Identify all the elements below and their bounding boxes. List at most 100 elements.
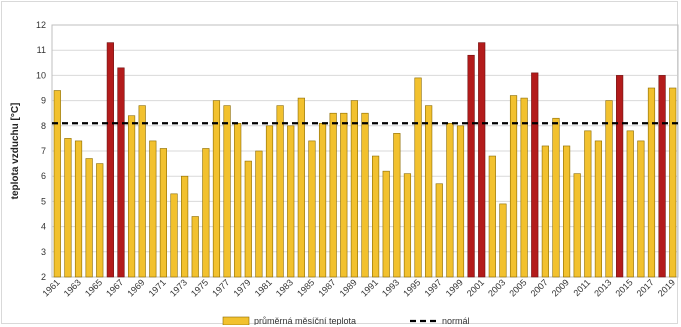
x-tick-label: 1965 bbox=[83, 277, 104, 298]
x-tick-label: 1981 bbox=[253, 277, 274, 298]
x-tick-label: 1975 bbox=[189, 277, 210, 298]
bar-1994 bbox=[403, 173, 412, 278]
y-axis: 2 3 4 5 6 7 8 9 10 11 12 bbox=[36, 20, 46, 282]
bar-1963 bbox=[74, 140, 83, 278]
bar-2003 bbox=[499, 203, 507, 278]
bar-1976 bbox=[212, 100, 221, 278]
bar-1962 bbox=[64, 138, 72, 278]
x-tick-label: 2001 bbox=[465, 277, 486, 298]
legend: průměrná měsíční teplota normál bbox=[222, 316, 470, 325]
bar-1996 bbox=[425, 105, 433, 278]
bar-1982 bbox=[276, 105, 284, 278]
bar-2016 bbox=[637, 140, 645, 278]
x-axis: 1961 1963 1965 1967 1969 1971 1973 1975 1977 1979… bbox=[40, 277, 677, 298]
x-tick-label: 1995 bbox=[401, 277, 422, 298]
x-tick-label: 1979 bbox=[231, 277, 252, 298]
y-tick-label: 6 bbox=[41, 171, 46, 181]
bar-1971 bbox=[159, 148, 167, 278]
bar-1991 bbox=[372, 155, 380, 278]
bar-1964 bbox=[85, 158, 93, 278]
x-tick-label: 2017 bbox=[635, 277, 656, 298]
bar-2015 bbox=[626, 130, 634, 278]
x-tick-label: 1971 bbox=[147, 277, 168, 298]
bar-2012 bbox=[594, 140, 603, 278]
bar-2010 bbox=[573, 173, 581, 278]
bar-1988 bbox=[340, 112, 348, 278]
x-tick-label: 1991 bbox=[359, 277, 380, 298]
bar-1977 bbox=[223, 105, 231, 278]
y-tick-label: 4 bbox=[41, 222, 46, 232]
y-tick-label: 3 bbox=[41, 247, 46, 257]
bar-2002 bbox=[488, 155, 496, 278]
bar-1961 bbox=[53, 90, 61, 278]
bar-1980 bbox=[255, 150, 263, 278]
x-tick-label: 1997 bbox=[422, 277, 443, 298]
bar-1970 bbox=[149, 140, 157, 278]
bar-2013 bbox=[605, 100, 613, 278]
bar-1966 bbox=[106, 42, 114, 278]
bar-1972 bbox=[170, 193, 178, 278]
x-tick-label: 1967 bbox=[104, 277, 125, 298]
bar-1975 bbox=[202, 148, 210, 278]
x-tick-label: 2011 bbox=[571, 277, 592, 298]
x-tick-label: 1973 bbox=[168, 277, 189, 298]
x-tick-label: 1969 bbox=[125, 277, 146, 298]
bar-2014 bbox=[616, 75, 624, 278]
y-tick-label: 2 bbox=[41, 272, 46, 282]
bar-1993 bbox=[393, 133, 401, 278]
x-tick-label: 1989 bbox=[338, 277, 359, 298]
bar-2001 bbox=[478, 42, 486, 278]
bar-1979 bbox=[244, 160, 252, 278]
bar-1978 bbox=[234, 122, 242, 278]
bar-1987 bbox=[329, 112, 337, 278]
bar-1995 bbox=[414, 77, 422, 278]
x-tick-label: 2005 bbox=[507, 277, 528, 298]
bar-1973 bbox=[181, 175, 189, 278]
y-tick-label: 9 bbox=[41, 96, 46, 106]
x-tick-label: 2007 bbox=[529, 277, 550, 298]
bar-1999 bbox=[456, 125, 465, 278]
bar-2007 bbox=[541, 145, 549, 278]
bar-1969 bbox=[138, 105, 146, 278]
bar-1974 bbox=[191, 216, 199, 278]
y-tick-label: 7 bbox=[41, 146, 46, 156]
bar-2004 bbox=[509, 95, 518, 278]
bar-2009 bbox=[562, 145, 571, 278]
bar-1967 bbox=[117, 67, 125, 278]
legend-normal-label: normál bbox=[442, 316, 470, 325]
bar-1984 bbox=[297, 97, 305, 278]
x-tick-label: 2015 bbox=[613, 277, 634, 298]
bar-1968 bbox=[127, 115, 136, 278]
y-tick-label: 5 bbox=[41, 196, 46, 206]
x-tick-label: 2013 bbox=[592, 277, 613, 298]
y-tick-label: 8 bbox=[41, 121, 46, 131]
bar-2005 bbox=[520, 97, 528, 278]
legend-bar-swatch bbox=[222, 316, 250, 325]
y-tick-label: 12 bbox=[36, 20, 46, 30]
bar-1989 bbox=[350, 100, 358, 278]
bar-1983 bbox=[287, 125, 295, 278]
bar-1997 bbox=[435, 183, 443, 278]
bar-2000 bbox=[467, 54, 475, 278]
x-tick-label: 2003 bbox=[486, 277, 507, 298]
x-tick-label: 1977 bbox=[210, 277, 231, 298]
legend-bar-label: průměrná měsíční teplota bbox=[254, 316, 356, 325]
x-tick-label: 1985 bbox=[295, 277, 316, 298]
bar-2008 bbox=[552, 117, 560, 278]
x-tick-label: 2009 bbox=[550, 277, 571, 298]
x-tick-label: 1993 bbox=[380, 277, 401, 298]
bar-2019 bbox=[669, 87, 677, 278]
bar-2018 bbox=[658, 75, 666, 278]
x-tick-label: 1963 bbox=[62, 277, 83, 298]
x-tick-label: 2019 bbox=[656, 277, 677, 298]
x-tick-label: 1983 bbox=[274, 277, 295, 298]
bar-layer bbox=[53, 42, 677, 278]
y-axis-title: teplota vzduchu [°C] bbox=[10, 103, 21, 200]
y-tick-label: 11 bbox=[37, 45, 46, 55]
x-tick-label: 1999 bbox=[444, 277, 465, 298]
bar-1965 bbox=[96, 163, 104, 278]
bar-2006 bbox=[531, 72, 539, 278]
bar-1981 bbox=[265, 125, 274, 278]
